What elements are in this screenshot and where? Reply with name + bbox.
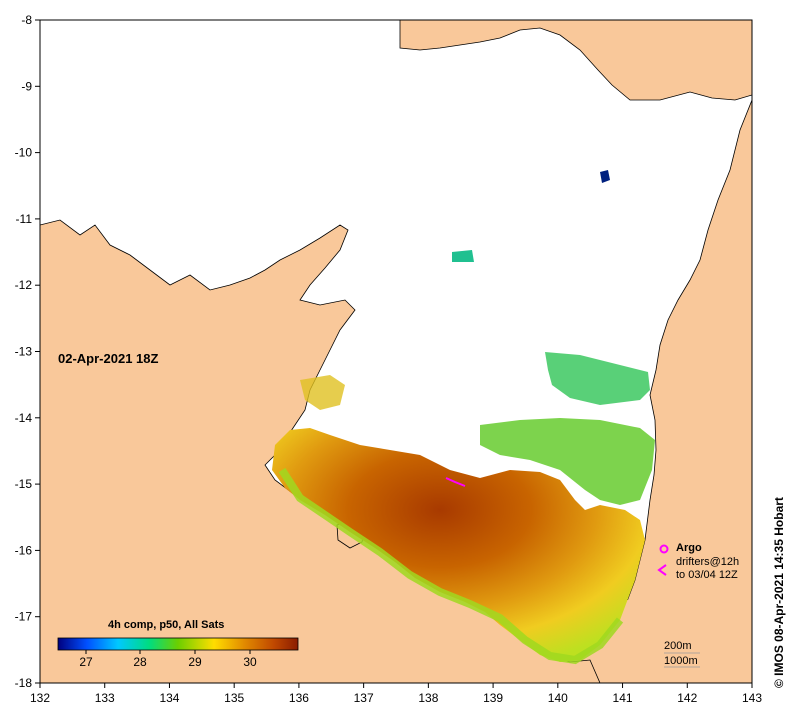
- x-tick-label: 134: [159, 691, 179, 705]
- x-axis: 132 133 134 135 136 137 138 139 140 141 142 143: [30, 683, 762, 705]
- colorbar-tick-label: 29: [188, 655, 202, 669]
- x-tick-label: 136: [289, 691, 309, 705]
- colorbar-title: 4h comp, p50, All Sats: [108, 619, 225, 631]
- argo-legend-icon: [659, 544, 669, 554]
- sst-swath-main: [272, 428, 645, 662]
- sst-north-patch: [452, 250, 474, 262]
- isobath-200-label: 200m: [664, 640, 692, 652]
- land-png: [399, 20, 752, 101]
- drifters-label: drifters@12h: [676, 556, 740, 568]
- colorbar-tick-label: 27: [79, 655, 93, 669]
- x-tick-label: 137: [354, 691, 374, 705]
- y-tick-label: -10: [15, 146, 33, 160]
- x-tick-label: 143: [742, 691, 762, 705]
- y-tick-label: -8: [21, 13, 32, 27]
- y-tick-label: -16: [15, 543, 33, 557]
- x-tick-label: 141: [613, 691, 633, 705]
- x-tick-label: 142: [677, 691, 697, 705]
- argo-label: Argo: [676, 542, 702, 554]
- x-tick-label: 135: [224, 691, 244, 705]
- x-tick-label: 140: [548, 691, 568, 705]
- colorbar-tick-label: 30: [243, 655, 257, 669]
- sst-east-patches: [480, 418, 655, 505]
- drifter-track: [445, 477, 466, 487]
- sst-east-patches-2: [545, 352, 650, 405]
- sst-gulf-west: [300, 375, 345, 410]
- x-tick-label: 138: [418, 691, 438, 705]
- date-label: 02-Apr-2021 18Z: [58, 351, 159, 366]
- y-tick-label: -11: [16, 212, 33, 226]
- colorbar-tick-label: 28: [133, 655, 147, 669]
- y-tick-label: -18: [15, 676, 33, 690]
- drifters-time-label: to 03/04 12Z: [676, 569, 738, 581]
- credit-text: © IMOS 08-Apr-2021 14:35 Hobart: [772, 497, 786, 688]
- y-tick-label: -15: [15, 477, 33, 491]
- y-tick-label: -12: [15, 278, 33, 292]
- y-tick-label: -9: [21, 79, 32, 93]
- y-tick-label: -14: [15, 411, 33, 425]
- x-tick-label: 133: [95, 691, 115, 705]
- y-tick-label: -17: [15, 610, 33, 624]
- x-tick-label: 139: [483, 691, 503, 705]
- y-tick-label: -13: [15, 345, 33, 359]
- colorbar: [57, 637, 299, 651]
- sst-coastal-fringe: [278, 467, 624, 665]
- sst-small-blue: [600, 170, 610, 183]
- y-axis: -8 -9 -10 -11 -12 -13 -14 -15 -16 -17 -18: [15, 13, 40, 690]
- drifter-legend-icon: [657, 564, 667, 576]
- x-tick-label: 132: [30, 691, 50, 705]
- colorbar-ticks: 27 28 29 30: [79, 650, 257, 669]
- isobath-1000-label: 1000m: [664, 655, 698, 667]
